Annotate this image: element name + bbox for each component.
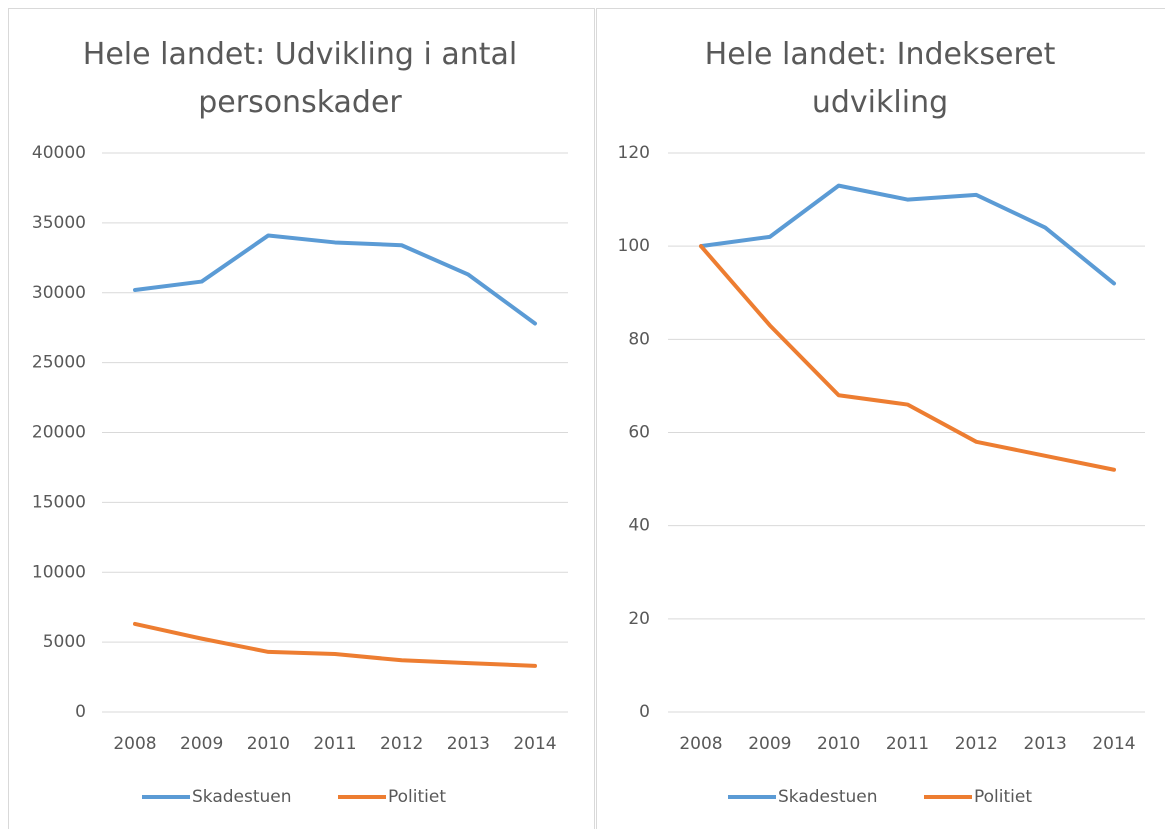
y-tick-label: 120 xyxy=(618,143,650,163)
series-line xyxy=(133,233,537,326)
x-tick-label: 2012 xyxy=(380,734,423,754)
legend-label: Skadestuen xyxy=(778,787,878,807)
y-tick-label: 35000 xyxy=(32,213,86,233)
x-tick-label: 2013 xyxy=(447,734,490,754)
y-tick-label: 40 xyxy=(628,516,650,536)
x-tick-label: 2013 xyxy=(1024,734,1067,754)
x-tick-label: 2009 xyxy=(748,734,791,754)
y-tick-label: 80 xyxy=(628,329,650,349)
x-tick-label: 2010 xyxy=(817,734,860,754)
y-tick-label: 20 xyxy=(628,609,650,629)
x-tick-label: 2009 xyxy=(180,734,223,754)
series-line xyxy=(699,183,1116,286)
x-tick-label: 2008 xyxy=(679,734,722,754)
y-tick-label: 15000 xyxy=(32,492,86,512)
chart-title: Hele landet: Udvikling i antal personska… xyxy=(82,37,518,120)
legend-label: Politiet xyxy=(388,787,446,807)
x-tick-label: 2010 xyxy=(247,734,290,754)
y-tick-label: 25000 xyxy=(32,353,86,373)
chart-title: Hele landet: Indekseret udvikling xyxy=(704,37,1056,120)
panel-frame xyxy=(596,8,1165,829)
y-tick-label: 40000 xyxy=(32,143,86,163)
x-tick-label: 2011 xyxy=(313,734,356,754)
y-tick-label: 30000 xyxy=(32,283,86,303)
y-tick-label: 100 xyxy=(618,236,650,256)
panel-frame xyxy=(8,8,595,829)
y-tick-label: 20000 xyxy=(32,423,86,443)
y-tick-label: 5000 xyxy=(43,632,86,652)
x-tick-label: 2014 xyxy=(1092,734,1135,754)
x-tick-label: 2011 xyxy=(886,734,929,754)
y-tick-label: 10000 xyxy=(32,562,86,582)
x-tick-label: 2012 xyxy=(955,734,998,754)
legend-label: Skadestuen xyxy=(192,787,292,807)
x-tick-label: 2014 xyxy=(513,734,556,754)
series-line xyxy=(133,621,537,668)
x-tick-label: 2008 xyxy=(113,734,156,754)
series-line xyxy=(699,244,1116,472)
y-tick-label: 0 xyxy=(639,702,650,722)
y-tick-label: 0 xyxy=(75,702,86,722)
y-tick-label: 60 xyxy=(628,423,650,443)
legend-label: Politiet xyxy=(974,787,1032,807)
